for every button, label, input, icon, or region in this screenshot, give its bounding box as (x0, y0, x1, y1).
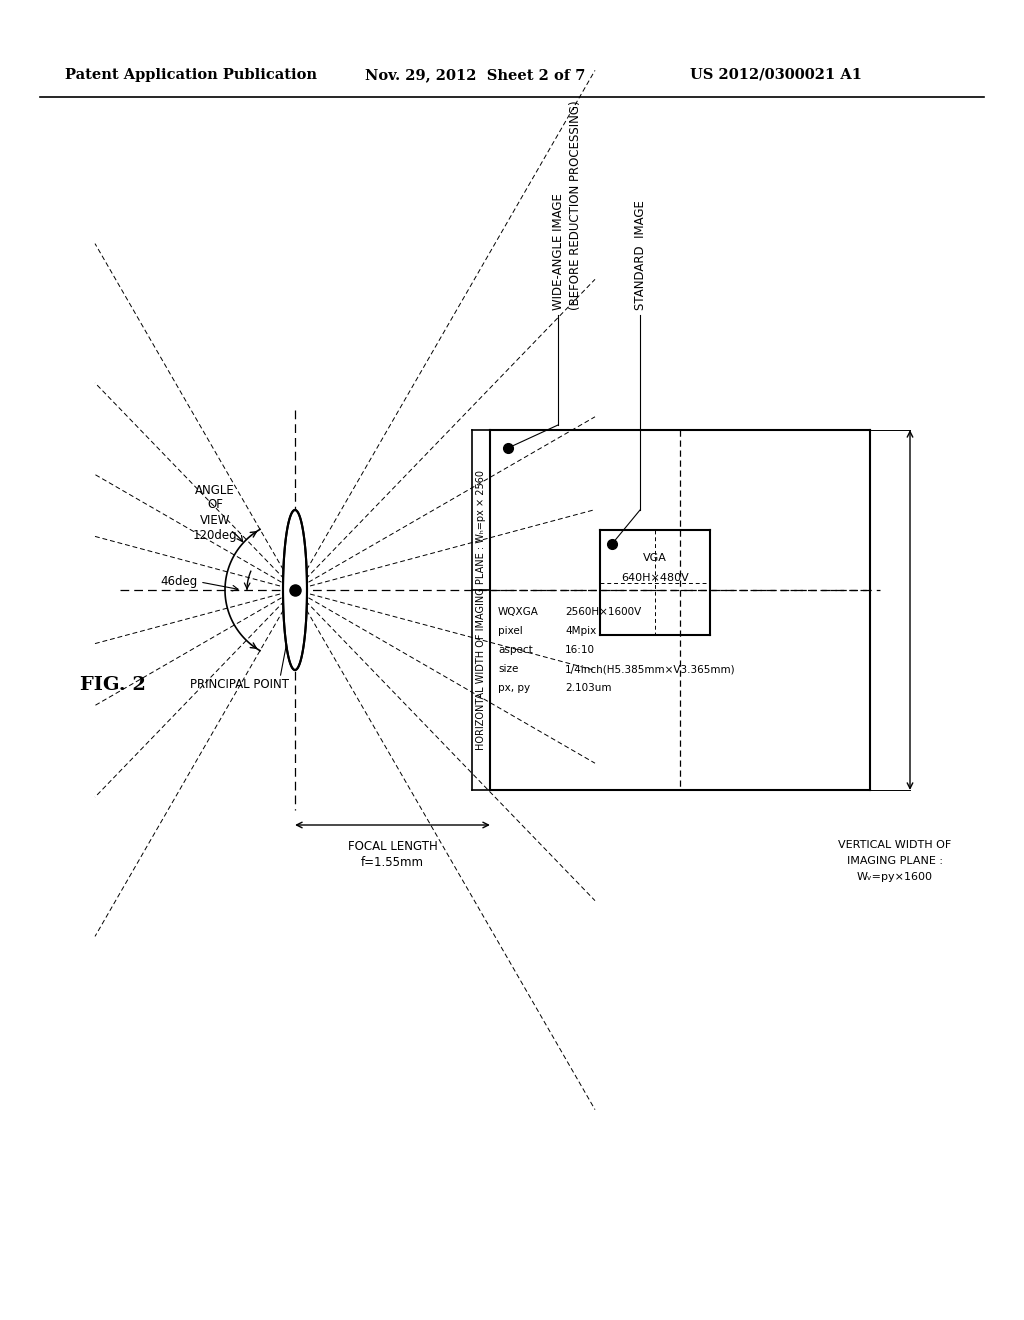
Text: f=1.55mm: f=1.55mm (361, 857, 424, 870)
Text: WIDE-ANGLE IMAGE: WIDE-ANGLE IMAGE (552, 193, 564, 310)
Text: Patent Application Publication: Patent Application Publication (65, 69, 317, 82)
Text: 640H×480V: 640H×480V (622, 573, 689, 583)
Text: ANGLE: ANGLE (196, 483, 234, 496)
Text: VERTICAL WIDTH OF: VERTICAL WIDTH OF (839, 840, 951, 850)
Text: px, py: px, py (498, 682, 530, 693)
Text: Wᵥ=py×1600: Wᵥ=py×1600 (857, 873, 933, 882)
Text: IMAGING PLANE :: IMAGING PLANE : (847, 855, 943, 866)
Text: pixel: pixel (498, 626, 522, 636)
Text: PRINCIPAL POINT: PRINCIPAL POINT (190, 678, 290, 692)
Polygon shape (283, 510, 307, 671)
Text: aspect: aspect (498, 645, 532, 655)
Text: WQXGA: WQXGA (498, 607, 539, 616)
Text: 2560H×1600V: 2560H×1600V (565, 607, 641, 616)
Text: HORIZONTAL WIDTH OF IMAGING PLANE : Wₕ=px × 2560: HORIZONTAL WIDTH OF IMAGING PLANE : Wₕ=p… (476, 470, 486, 750)
Text: 46deg: 46deg (161, 576, 198, 589)
Text: 120deg: 120deg (193, 528, 238, 541)
Text: 16:10: 16:10 (565, 645, 595, 655)
Text: FIG. 2: FIG. 2 (80, 676, 145, 694)
Text: 1/4inch(H5.385mm×V3.365mm): 1/4inch(H5.385mm×V3.365mm) (565, 664, 735, 675)
Text: 2.103um: 2.103um (565, 682, 611, 693)
Text: Nov. 29, 2012  Sheet 2 of 7: Nov. 29, 2012 Sheet 2 of 7 (365, 69, 586, 82)
Text: STANDARD  IMAGE: STANDARD IMAGE (634, 201, 646, 310)
Text: OF: OF (207, 499, 223, 511)
Text: VIEW: VIEW (200, 513, 230, 527)
Text: size: size (498, 664, 518, 675)
Text: (BEFORE REDUCTION PROCESSING): (BEFORE REDUCTION PROCESSING) (569, 100, 583, 310)
Text: US 2012/0300021 A1: US 2012/0300021 A1 (690, 69, 862, 82)
Text: VGA: VGA (643, 553, 667, 564)
Text: 4Mpix: 4Mpix (565, 626, 596, 636)
Text: FOCAL LENGTH: FOCAL LENGTH (347, 841, 437, 854)
